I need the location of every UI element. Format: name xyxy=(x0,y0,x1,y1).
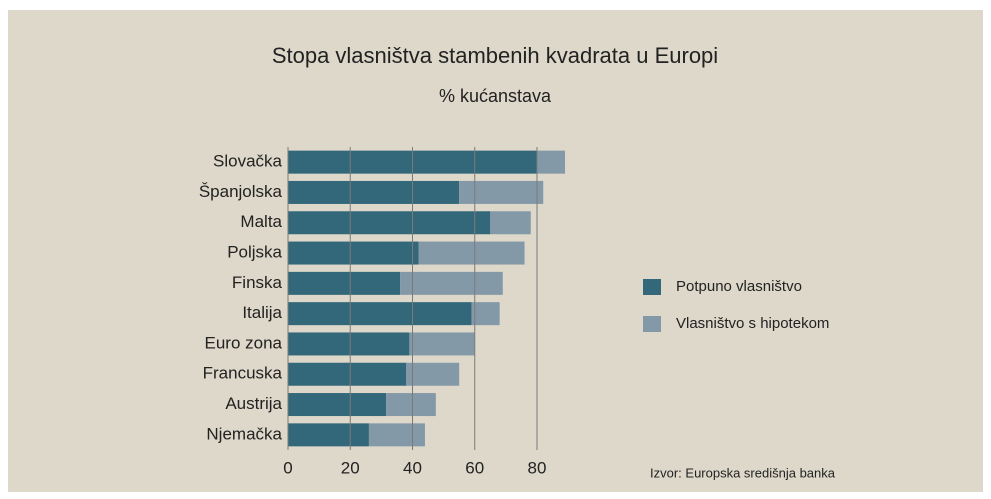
source: Izvor: Europska središnja banka xyxy=(650,465,836,480)
bar-segment xyxy=(288,271,401,295)
bar-segment xyxy=(288,362,407,386)
y-tick-label: Slovačka xyxy=(213,152,283,171)
bar-segment xyxy=(288,423,369,447)
legend-swatch xyxy=(643,316,661,332)
y-tick-label: Italija xyxy=(242,303,282,322)
bar-segment xyxy=(406,362,460,386)
y-tick-label: Francuska xyxy=(203,364,283,383)
y-tick-label: Španjolska xyxy=(199,182,283,201)
bar-segment xyxy=(400,271,503,295)
bar-segment xyxy=(288,302,472,326)
chart-subtitle: % kućanstava xyxy=(439,86,552,106)
legend-label: Potpuno vlasništvo xyxy=(676,278,802,295)
bar-segment xyxy=(288,211,491,235)
legend-swatch xyxy=(643,279,661,295)
bar-segment xyxy=(471,302,500,326)
y-tick-label: Malta xyxy=(240,212,282,231)
y-tick-label: Austrija xyxy=(225,394,282,413)
y-tick-label: Euro zona xyxy=(205,333,283,352)
bar-segment xyxy=(288,241,419,265)
bar-segment xyxy=(288,332,410,356)
x-tick-label: 40 xyxy=(403,458,422,477)
bar-segment xyxy=(288,180,460,204)
bar-segment xyxy=(288,393,387,417)
chart-title: Stopa vlasništva stambenih kvadrata u Eu… xyxy=(272,43,718,68)
x-tick-label: 20 xyxy=(341,458,360,477)
x-tick-label: 80 xyxy=(528,458,547,477)
bar-segment xyxy=(418,241,525,265)
bar-segment xyxy=(386,393,436,417)
bar-segment xyxy=(490,211,531,235)
bar-segment xyxy=(459,180,544,204)
x-tick-label: 0 xyxy=(283,458,292,477)
y-tick-label: Poljska xyxy=(227,243,282,262)
y-tick-label: Finska xyxy=(232,273,283,292)
bar-segment xyxy=(368,423,425,447)
bar-segment xyxy=(537,150,566,174)
legend-label: Vlasništvo s hipotekom xyxy=(676,315,829,332)
y-tick-label: Njemačka xyxy=(206,424,282,443)
x-tick-label: 60 xyxy=(465,458,484,477)
bar-segment xyxy=(409,332,475,356)
